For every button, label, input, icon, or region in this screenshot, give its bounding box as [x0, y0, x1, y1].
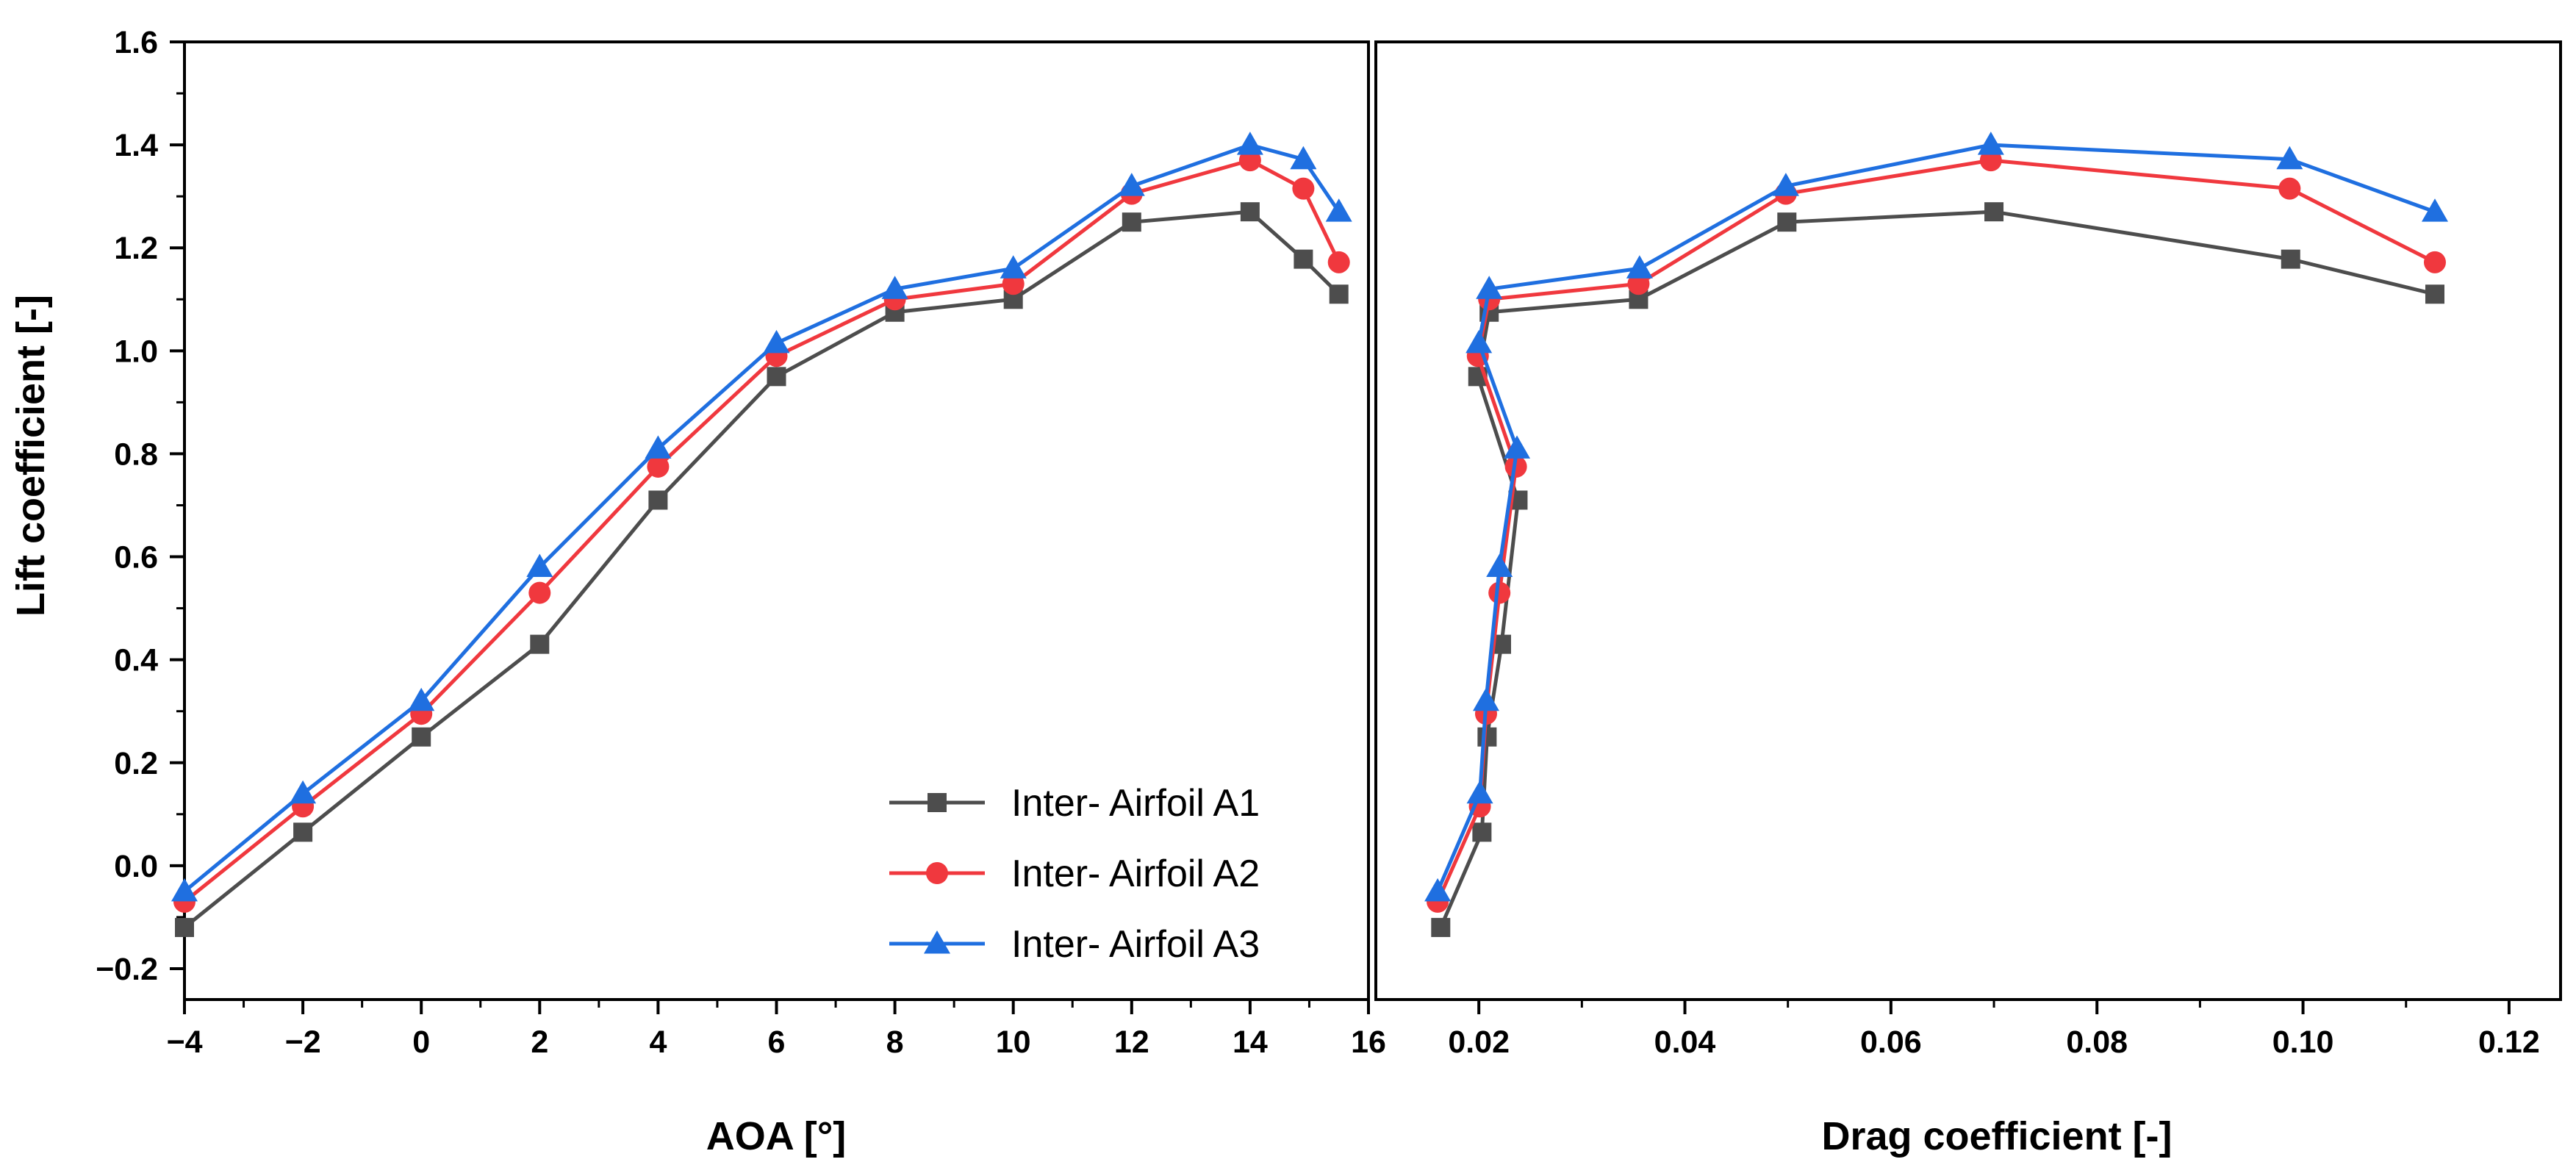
- data-point-inter-airfoil-a1-aoa: [1329, 284, 1349, 304]
- legend-marker-inter-airfoil-a1: [928, 793, 947, 812]
- data-point-inter-airfoil-a3-drag: [1772, 173, 1799, 196]
- data-point-inter-airfoil-a2-aoa: [647, 455, 670, 478]
- panel-lift-vs-drag: 0.02 0.04 0.06 0.08 0.10 0.12: [1374, 40, 2562, 1060]
- x-tick-label-aoa: −2: [285, 1025, 321, 1060]
- legend: Inter- Airfoil A1 Inter- Airfoil A2 Inter-…: [889, 782, 1260, 966]
- data-point-inter-airfoil-a1-aoa: [1122, 212, 1141, 232]
- y-tick-label: 1.4: [114, 128, 158, 163]
- x-tick-label-aoa: 10: [996, 1025, 1031, 1060]
- data-point-inter-airfoil-a2-drag: [1979, 149, 2002, 172]
- y-tick-label: 0.8: [114, 437, 158, 472]
- data-point-inter-airfoil-a3-aoa: [763, 329, 790, 354]
- x-tick-label-aoa: 4: [649, 1025, 667, 1060]
- data-point-inter-airfoil-a1-drag: [1472, 822, 1492, 842]
- x-tick-label-aoa: 0: [412, 1025, 430, 1060]
- legend-label-inter-airfoil-a3: Inter- Airfoil A3: [1011, 923, 1260, 966]
- series-line-inter-airfoil-a3-drag: [1435, 143, 2436, 892]
- data-point-inter-airfoil-a2-drag: [2423, 251, 2446, 273]
- data-point-inter-airfoil-a3-drag: [1465, 329, 1493, 354]
- y-tick-label: 1.0: [114, 334, 158, 369]
- series-line-inter-airfoil-a3-aoa: [183, 143, 1341, 893]
- x-tick-label-drag: 0.12: [2478, 1025, 2540, 1060]
- data-point-inter-airfoil-a3-aoa: [408, 687, 435, 711]
- data-point-inter-airfoil-a3-drag: [1626, 255, 1653, 279]
- x-tick-label-drag: 0.08: [2066, 1025, 2128, 1060]
- y-tick-label: 0.6: [114, 540, 158, 575]
- data-point-inter-airfoil-a3-aoa: [1290, 146, 1317, 170]
- x-tick-label-drag: 0.02: [1448, 1025, 1510, 1060]
- data-point-inter-airfoil-a3-drag: [1977, 132, 2004, 155]
- y-tick-label: 0.2: [114, 746, 158, 781]
- series-line-inter-airfoil-a2-drag: [1435, 158, 2436, 903]
- data-point-inter-airfoil-a1-drag: [1984, 202, 2004, 222]
- data-point-inter-airfoil-a2-aoa: [1002, 273, 1025, 295]
- data-point-inter-airfoil-a2-aoa: [1327, 251, 1350, 273]
- data-point-inter-airfoil-a3-aoa: [1325, 198, 1352, 222]
- y-tick-label: 1.2: [114, 231, 158, 266]
- data-point-inter-airfoil-a3-drag: [2276, 146, 2303, 170]
- legend-label-inter-airfoil-a1: Inter- Airfoil A1: [1011, 782, 1260, 825]
- data-point-inter-airfoil-a1-aoa: [530, 634, 550, 654]
- data-point-inter-airfoil-a3-aoa: [1236, 132, 1263, 155]
- data-point-inter-airfoil-a3-aoa: [881, 276, 908, 299]
- data-point-inter-airfoil-a1-aoa: [648, 490, 668, 510]
- legend-marker-inter-airfoil-a3: [924, 930, 950, 954]
- data-point-inter-airfoil-a3-aoa: [1118, 173, 1145, 196]
- x-tick-label-aoa: 6: [768, 1025, 786, 1060]
- series-line-inter-airfoil-a1-drag: [1439, 209, 2436, 928]
- data-point-inter-airfoil-a3-aoa: [290, 780, 317, 804]
- y-tick-label: 0.4: [114, 643, 158, 678]
- data-point-inter-airfoil-a3-drag: [1466, 780, 1493, 804]
- data-point-inter-airfoil-a3-drag: [1424, 878, 1452, 902]
- data-point-inter-airfoil-a1-drag: [1777, 212, 1797, 232]
- data-point-inter-airfoil-a3-aoa: [645, 435, 672, 459]
- data-point-inter-airfoil-a3-aoa: [171, 878, 198, 902]
- data-point-inter-airfoil-a2-aoa: [1238, 149, 1261, 172]
- y-tick-label: −0.2: [96, 952, 158, 987]
- x-tick-label-aoa: 8: [886, 1025, 904, 1060]
- x-axis-title-drag: Drag coefficient [-]: [1821, 1114, 2172, 1158]
- data-point-inter-airfoil-a1-drag: [2425, 284, 2444, 304]
- x-tick-label-drag: 0.04: [1654, 1025, 1716, 1060]
- data-point-inter-airfoil-a1-drag: [1477, 727, 1497, 747]
- data-point-inter-airfoil-a1-aoa: [175, 917, 194, 937]
- data-point-inter-airfoil-a3-drag: [1472, 687, 1499, 711]
- y-tick-label: 0.0: [114, 849, 158, 884]
- data-point-inter-airfoil-a2-drag: [1488, 581, 1511, 604]
- data-point-inter-airfoil-a1-aoa: [767, 367, 786, 387]
- x-tick-label-aoa: 14: [1233, 1025, 1268, 1060]
- data-point-inter-airfoil-a3-aoa: [1000, 255, 1027, 279]
- panel-lift-vs-aoa: −4 −2 0 2 4 6 8 10 12 14 16 −0.2 0.0 0.2 0.4 0.6 0.8 1.0 1…: [96, 25, 1386, 1060]
- legend-label-inter-airfoil-a2: Inter- Airfoil A2: [1011, 853, 1260, 895]
- data-point-inter-airfoil-a1-aoa: [293, 822, 313, 842]
- data-point-inter-airfoil-a1-aoa: [1240, 202, 1260, 222]
- data-point-inter-airfoil-a3-drag: [2421, 198, 2448, 222]
- data-point-inter-airfoil-a2-aoa: [528, 581, 551, 604]
- data-point-inter-airfoil-a3-drag: [1504, 435, 1531, 459]
- plot-frame-drag: [1374, 40, 2562, 1001]
- data-point-inter-airfoil-a3-aoa: [526, 553, 553, 578]
- data-point-inter-airfoil-a3-drag: [1476, 276, 1503, 299]
- data-point-inter-airfoil-a2-drag: [1627, 273, 1650, 295]
- x-tick-label-aoa: −4: [166, 1025, 202, 1060]
- legend-marker-inter-airfoil-a2: [926, 862, 948, 884]
- x-tick-label-aoa: 12: [1114, 1025, 1149, 1060]
- data-point-inter-airfoil-a1-aoa: [412, 727, 431, 747]
- y-tick-label: 1.6: [114, 25, 158, 60]
- x-tick-label-drag: 0.06: [1860, 1025, 1922, 1060]
- data-point-inter-airfoil-a1-drag: [1431, 917, 1451, 937]
- data-point-inter-airfoil-a2-drag: [2278, 177, 2301, 200]
- data-point-inter-airfoil-a1-aoa: [1294, 249, 1313, 269]
- data-point-inter-airfoil-a2-aoa: [1292, 177, 1315, 200]
- x-tick-label-drag: 0.10: [2272, 1025, 2334, 1060]
- data-point-inter-airfoil-a3-drag: [1486, 553, 1513, 578]
- y-axis-title: Lift coefficient [-]: [9, 295, 53, 617]
- x-tick-label-aoa: 2: [531, 1025, 548, 1060]
- x-axis-title-aoa: AOA [°]: [706, 1114, 847, 1158]
- data-point-inter-airfoil-a1-drag: [2281, 249, 2300, 269]
- x-tick-label-aoa: 16: [1351, 1025, 1386, 1060]
